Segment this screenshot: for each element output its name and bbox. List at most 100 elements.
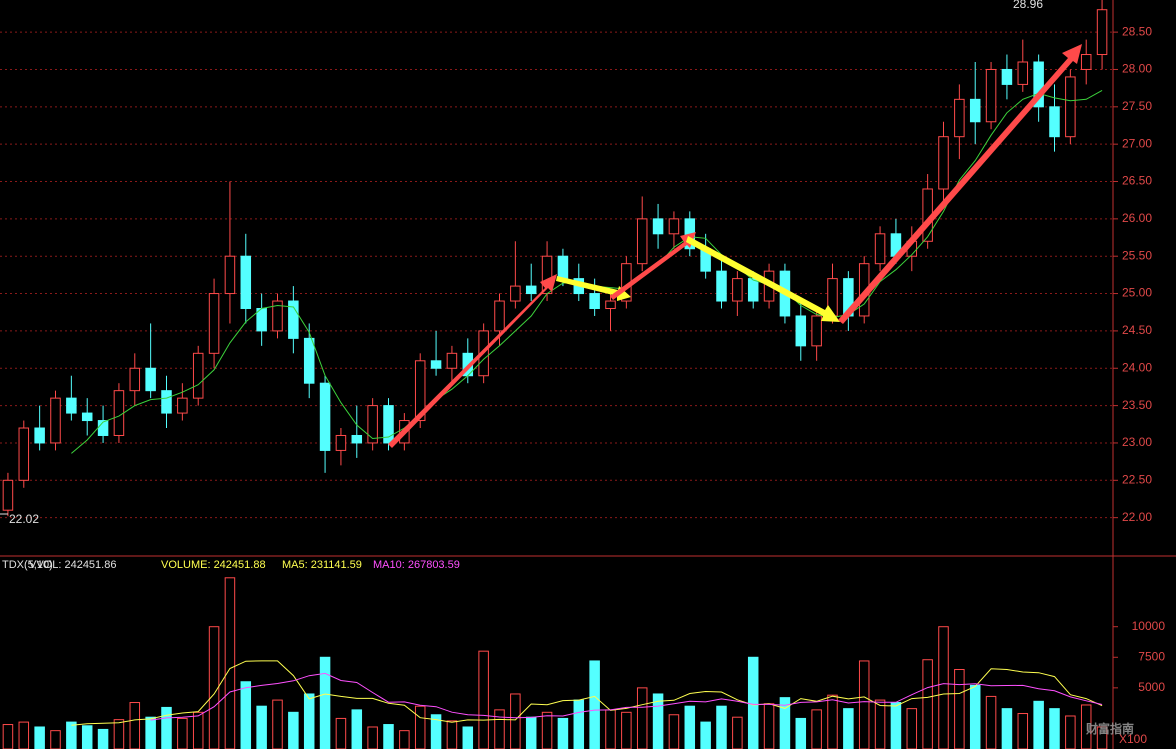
volume-bar (589, 660, 600, 749)
volume-bar (636, 687, 648, 749)
volume-bar (874, 699, 886, 749)
y-tick-label: 26.00 (1122, 211, 1152, 225)
volume-bar (1080, 704, 1092, 749)
volume-bar (525, 716, 537, 749)
candle-body (383, 405, 394, 444)
y-tick-label: 28.00 (1122, 62, 1152, 76)
candle-body (272, 300, 283, 332)
candle-body (367, 405, 378, 444)
volume-ma-line (71, 660, 1103, 726)
candle-body (938, 136, 949, 190)
yellow-arrow (686, 236, 840, 322)
volume-bar (399, 730, 410, 749)
indicator-value: VVOL: 242451.86 (29, 559, 116, 571)
y-tick-label: 24.50 (1122, 323, 1152, 337)
volume-bar (494, 709, 505, 749)
candle-body (66, 397, 77, 414)
y-tick-label: 23.00 (1122, 435, 1152, 449)
volume-bar (34, 726, 45, 749)
volume-bar (779, 697, 791, 749)
candle-body (811, 315, 822, 347)
volume-ma-line (150, 672, 1103, 721)
candle-body (303, 337, 315, 384)
volume-bar (1001, 708, 1013, 749)
volume-bar (478, 650, 489, 749)
volume-bar (272, 699, 283, 749)
y-tick-label: 5000 (1138, 680, 1165, 694)
candle-body (50, 397, 61, 444)
volume-bar (954, 669, 965, 749)
y-tick-label: 22.50 (1122, 472, 1152, 486)
volume-bar (161, 706, 172, 749)
volume-bar (383, 724, 394, 749)
candle-body (525, 285, 537, 295)
volume-bar (50, 730, 61, 749)
volume-bar (969, 684, 981, 749)
candle-body (652, 218, 664, 235)
volume-bar (747, 656, 759, 749)
candle-body (557, 255, 569, 280)
indicator-name: TDX(5,10) (2, 559, 53, 571)
volume-bar (827, 694, 838, 749)
volume-bar (177, 717, 188, 749)
volume-bar (621, 711, 632, 749)
volume-bar (66, 721, 77, 749)
volume-bar (414, 705, 426, 749)
volume-bar (1033, 700, 1044, 749)
indicator-value: MA5: 231141.59 (282, 559, 362, 571)
volume-bar (303, 693, 315, 749)
candle-body (1049, 106, 1060, 138)
candle-body (1065, 76, 1076, 138)
candle-body (288, 300, 299, 339)
candle-body (732, 278, 743, 302)
volume-bar (811, 709, 822, 749)
candle-body (177, 397, 188, 414)
volume-bar (145, 716, 156, 749)
candle-body (668, 218, 680, 235)
candle-body (81, 412, 93, 422)
candle-body (747, 278, 759, 302)
candle-body (351, 434, 363, 444)
volume-bar (129, 702, 141, 749)
volume-bar (858, 660, 870, 749)
candle-body (240, 255, 252, 309)
red-arrow (388, 274, 557, 448)
candle-body (192, 352, 204, 399)
volume-bar (224, 577, 236, 749)
y-tick-label: 27.00 (1122, 136, 1152, 150)
y-tick-label: 7500 (1138, 649, 1165, 663)
low-label: 22.02 (9, 512, 39, 526)
candle-body (34, 427, 45, 444)
volume-bar (732, 716, 743, 749)
volume-bar (351, 709, 363, 749)
volume-bar (668, 714, 680, 749)
volume-bar (985, 695, 997, 749)
volume-bar (288, 711, 299, 749)
candle-body (1017, 61, 1029, 85)
trend-arrows (388, 44, 1082, 448)
volume-bar (1017, 713, 1029, 749)
candle-body (605, 300, 616, 309)
volume-bar (1065, 715, 1076, 749)
high-label: 28.96 (1013, 0, 1043, 11)
volume-bar (684, 705, 696, 749)
candle-body (795, 315, 807, 347)
volume-bar (541, 711, 553, 749)
candle-body (1001, 68, 1013, 85)
volume-bar (81, 725, 93, 749)
watermark: 财富指南 (1085, 721, 1134, 736)
candle-body (636, 218, 648, 265)
volume-bar (192, 711, 204, 749)
candle-body (161, 390, 172, 414)
candle-body (954, 98, 965, 138)
volume-bar (1049, 708, 1060, 749)
volume-bar (113, 719, 125, 749)
y-tick-label: 10000 (1132, 619, 1166, 633)
candle-body (1080, 54, 1092, 70)
y-tick-label: 25.50 (1122, 248, 1152, 262)
volume-bar (700, 721, 711, 749)
y-tick-label: 25.00 (1122, 286, 1152, 300)
indicator-value: MA10: 267803.59 (373, 559, 460, 571)
candle-body (510, 285, 521, 302)
